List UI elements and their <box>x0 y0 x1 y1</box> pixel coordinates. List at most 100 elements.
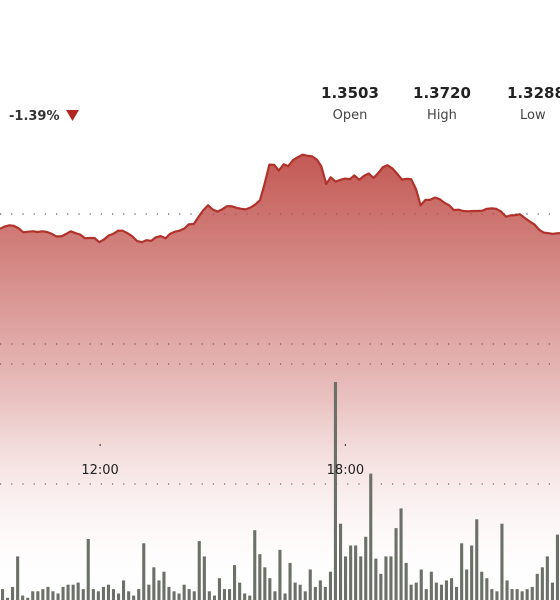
volume-bar <box>101 586 105 600</box>
stat-open: 1.3503 Open <box>321 84 379 123</box>
volume-bar <box>455 586 459 600</box>
volume-bar <box>379 573 383 600</box>
x-tick-label: 18:00 <box>327 463 364 478</box>
volume-bar <box>374 558 378 600</box>
volume-bar <box>248 595 252 600</box>
volume-bar <box>485 578 489 600</box>
volume-bar <box>222 589 226 600</box>
volume-bar <box>111 589 115 600</box>
volume-bar <box>399 508 403 600</box>
volume-bar <box>167 586 171 600</box>
volume-bar <box>263 567 267 600</box>
volume-bar <box>318 580 322 600</box>
volume-bar <box>424 589 428 600</box>
volume-bar <box>21 595 25 600</box>
volume-bar <box>233 565 237 600</box>
volume-bar <box>500 523 504 600</box>
volume-bar <box>137 589 141 600</box>
price-line <box>0 153 560 244</box>
volume-bar <box>278 549 282 600</box>
price-area-fill <box>0 154 560 600</box>
volume-bar <box>313 586 317 600</box>
volume-bar <box>510 589 514 600</box>
volume-bar <box>555 534 559 600</box>
volume-bar <box>465 569 469 600</box>
volume-bar <box>41 589 45 600</box>
volume-bar <box>545 556 549 600</box>
volume-bar <box>288 562 292 600</box>
volume-bar <box>152 567 156 600</box>
volume-bar <box>132 595 136 600</box>
volume-bar <box>354 545 358 600</box>
volume-bar <box>66 584 70 600</box>
x-tick-label: 12:00 <box>81 463 118 478</box>
volume-bar <box>36 591 40 600</box>
volume-bar <box>81 589 85 600</box>
volume-bar <box>293 582 297 600</box>
volume-bar <box>11 586 15 600</box>
volume-bar <box>273 591 277 600</box>
volume-bar <box>207 591 211 600</box>
volume-bar <box>495 591 499 600</box>
volume-bar <box>172 591 176 600</box>
volume-bar <box>525 589 529 600</box>
volume-bar <box>106 584 110 600</box>
volume-bar <box>91 589 95 600</box>
volume-bar <box>384 556 388 600</box>
volume-bar <box>339 523 343 600</box>
volume-bar <box>122 580 126 600</box>
volume-bar <box>127 591 131 600</box>
volume-bar <box>369 473 373 600</box>
volume-bar <box>46 586 50 600</box>
volume-bar <box>71 584 75 600</box>
volume-bar <box>228 589 232 600</box>
volume-bar <box>308 569 312 600</box>
volume-bar <box>187 589 191 600</box>
volume-bar <box>434 582 438 600</box>
volume-bar <box>414 582 418 600</box>
volume-bar <box>419 569 423 600</box>
volume-bar <box>96 591 100 600</box>
volume-bar <box>550 582 554 600</box>
volume-bar <box>162 571 166 600</box>
volume-bar <box>177 593 181 600</box>
volume-bar <box>540 567 544 600</box>
volume-bar <box>238 582 242 600</box>
volume-bar <box>202 556 206 600</box>
volume-bar <box>475 519 479 600</box>
volume-bar <box>429 571 433 600</box>
volume-bar <box>349 545 353 600</box>
volume-bar <box>6 597 10 600</box>
volume-bar <box>303 591 307 600</box>
volume-bar <box>530 586 534 600</box>
volume-bar <box>404 562 408 600</box>
stat-low-label: Low <box>520 108 546 123</box>
volume-bar <box>1 589 5 600</box>
volume-bar <box>283 593 287 600</box>
volume-bar <box>16 556 20 600</box>
volume-bar <box>86 539 90 600</box>
stat-open-label: Open <box>333 108 368 123</box>
volume-bar <box>450 578 454 600</box>
change-indicator: -1.39% <box>9 109 79 124</box>
volume-bar <box>56 593 60 600</box>
volume-bar <box>192 591 196 600</box>
volume-bar <box>212 595 216 600</box>
volume-bar <box>535 573 539 600</box>
volume-bar <box>258 554 262 600</box>
volume-bars <box>1 382 559 600</box>
volume-bar <box>444 580 448 600</box>
volume-bar <box>26 597 30 600</box>
volume-bar <box>470 545 474 600</box>
volume-bar <box>323 586 327 600</box>
stat-low-value: 1.3288 <box>507 84 560 102</box>
volume-bar <box>515 589 519 600</box>
volume-bar <box>76 582 80 600</box>
volume-bar <box>157 580 161 600</box>
volume-bar <box>520 591 524 600</box>
volume-bar <box>253 530 257 600</box>
volume-bar <box>480 571 484 600</box>
down-arrow-icon <box>66 110 79 121</box>
